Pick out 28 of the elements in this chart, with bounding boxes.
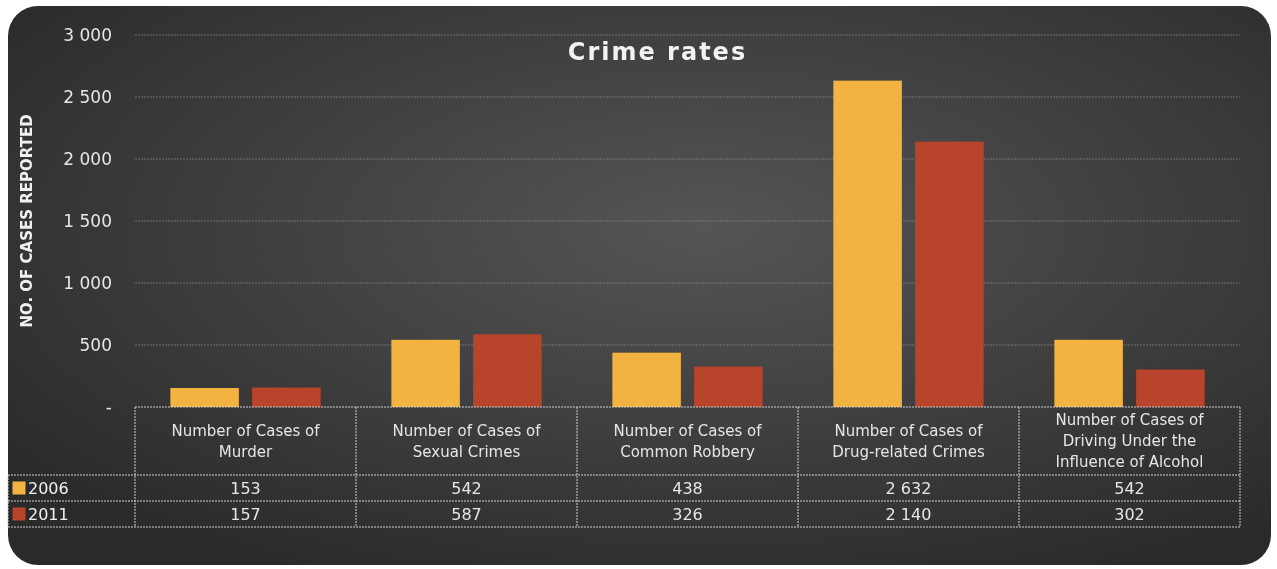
x-tick-label: Number of Cases of Drug-related Crimes: [832, 421, 985, 461]
y-axis-title: NO. OF CASES REPORTED: [18, 114, 36, 328]
x-tick-label: Number of Cases of Sexual Crimes: [392, 421, 542, 461]
data-label: 326: [672, 504, 703, 524]
data-label: 2 140: [885, 504, 932, 524]
y-tick-label: -: [105, 396, 112, 417]
y-tick-label: 1 000: [63, 272, 112, 293]
data-label: 2 632: [885, 478, 932, 498]
y-tick-label: 1 500: [63, 210, 112, 231]
y-tick-label: 2 500: [63, 86, 112, 107]
x-tick-label: Number of Cases of Murder: [171, 421, 321, 461]
data-label: 302: [1114, 504, 1145, 524]
data-label: 542: [1114, 478, 1145, 498]
data-label: 542: [451, 478, 482, 498]
x-tick-label: Number of Cases of Driving Under the Influence of Alcohol: [1055, 411, 1205, 472]
data-label: 587: [451, 504, 482, 524]
legend-label: 2006: [28, 478, 69, 498]
data-label: 438: [672, 478, 703, 498]
legend-label: 2011: [28, 504, 69, 524]
legend-entry: 2006: [12, 478, 69, 498]
y-tick-label: 500: [79, 334, 112, 355]
y-tick-label: 3 000: [63, 24, 112, 45]
legend-entry: 2011: [12, 504, 69, 524]
y-tick-label: 2 000: [63, 148, 112, 169]
x-tick-label: Number of Cases of Common Robbery: [613, 421, 763, 461]
chart-title: Crime rates: [567, 38, 748, 66]
data-label: 153: [230, 478, 261, 498]
data-label: 157: [230, 504, 261, 524]
